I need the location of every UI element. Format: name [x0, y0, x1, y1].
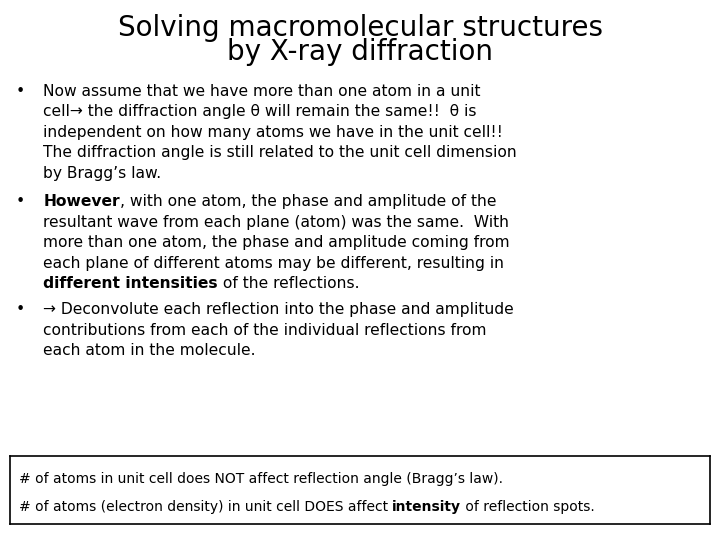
Text: •: •: [16, 194, 25, 210]
Text: Now assume that we have more than one atom in a unit: Now assume that we have more than one at…: [43, 84, 481, 99]
Text: # of atoms (electron density) in unit cell DOES affect: # of atoms (electron density) in unit ce…: [19, 500, 392, 514]
Text: The diffraction angle is still related to the unit cell dimension: The diffraction angle is still related t…: [43, 145, 517, 160]
Text: resultant wave from each plane (atom) was the same.  With: resultant wave from each plane (atom) wa…: [43, 215, 509, 230]
Text: independent on how many atoms we have in the unit cell!!: independent on how many atoms we have in…: [43, 125, 503, 140]
Text: by X-ray diffraction: by X-ray diffraction: [227, 38, 493, 66]
Text: of the reflections.: of the reflections.: [218, 276, 359, 292]
Text: intensity: intensity: [392, 500, 462, 514]
Text: contributions from each of the individual reflections from: contributions from each of the individua…: [43, 323, 487, 338]
Text: , with one atom, the phase and amplitude of the: , with one atom, the phase and amplitude…: [120, 194, 496, 210]
Text: However: However: [43, 194, 120, 210]
Text: → Deconvolute each reflection into the phase and amplitude: → Deconvolute each reflection into the p…: [43, 302, 514, 318]
Text: of reflection spots.: of reflection spots.: [462, 500, 595, 514]
Text: cell→ the diffraction angle θ will remain the same!!  θ is: cell→ the diffraction angle θ will remai…: [43, 104, 477, 119]
Text: Solving macromolecular structures: Solving macromolecular structures: [117, 14, 603, 42]
Text: different intensities: different intensities: [43, 276, 218, 292]
Text: each plane of different atoms may be different, resulting in: each plane of different atoms may be dif…: [43, 256, 504, 271]
Text: # of atoms in unit cell does NOT affect reflection angle (Bragg’s law).: # of atoms in unit cell does NOT affect …: [19, 472, 503, 487]
Text: more than one atom, the phase and amplitude coming from: more than one atom, the phase and amplit…: [43, 235, 510, 251]
Text: each atom in the molecule.: each atom in the molecule.: [43, 343, 256, 359]
Text: •: •: [16, 302, 25, 318]
Text: •: •: [16, 84, 25, 99]
Text: by Bragg’s law.: by Bragg’s law.: [43, 166, 161, 181]
